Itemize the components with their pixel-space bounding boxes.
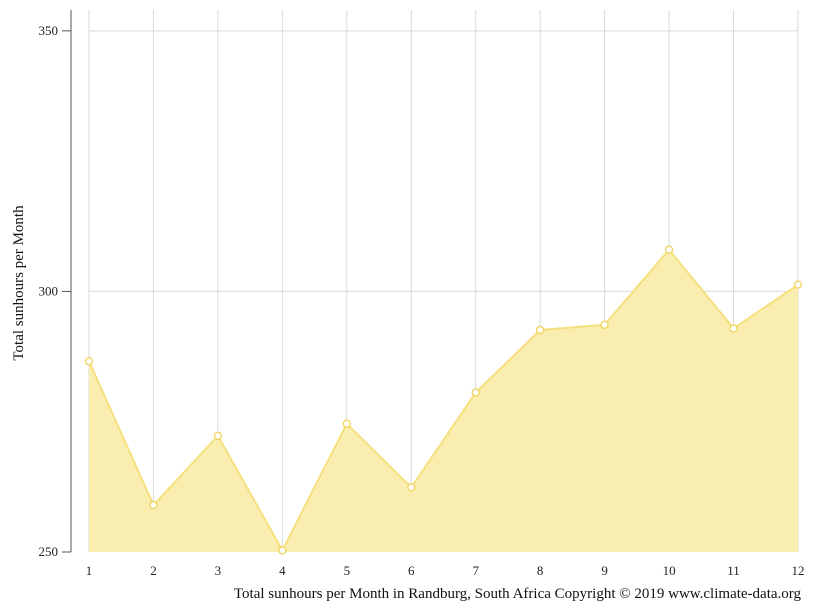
x-tick-label: 8 bbox=[537, 563, 544, 578]
data-point bbox=[149, 500, 158, 510]
data-point bbox=[407, 483, 416, 492]
y-tick-label: 350 bbox=[39, 23, 59, 38]
data-point bbox=[278, 546, 287, 555]
x-tick-label: 5 bbox=[344, 563, 351, 578]
data-markers bbox=[84, 245, 803, 555]
data-point bbox=[729, 324, 738, 333]
data-point bbox=[342, 419, 351, 428]
data-point bbox=[84, 357, 94, 366]
x-tick-label: 12 bbox=[792, 563, 805, 578]
x-tick-label: 10 bbox=[663, 563, 676, 578]
x-tick-label: 1 bbox=[86, 563, 93, 578]
data-point bbox=[600, 320, 609, 329]
x-tick-label: 11 bbox=[727, 563, 740, 578]
y-tick-label: 300 bbox=[39, 283, 59, 298]
data-point bbox=[536, 325, 545, 335]
x-tick-label: 6 bbox=[408, 563, 415, 578]
chart-footer: Total sunhours per Month in Randburg, So… bbox=[234, 586, 802, 602]
x-tick-label: 7 bbox=[472, 563, 479, 578]
data-point bbox=[213, 431, 223, 440]
series-area bbox=[88, 248, 799, 553]
axes bbox=[62, 10, 72, 553]
data-point bbox=[793, 280, 803, 289]
x-tick-label: 3 bbox=[215, 563, 222, 578]
data-point bbox=[664, 245, 674, 254]
x-tick-label: 9 bbox=[601, 563, 608, 578]
x-tick-label: 2 bbox=[150, 563, 157, 578]
y-axis-title: Total sunhours per Month bbox=[11, 205, 27, 361]
data-point bbox=[471, 388, 480, 397]
series-line bbox=[88, 248, 799, 553]
x-tick-label: 4 bbox=[279, 563, 286, 578]
y-tick-label: 250 bbox=[39, 544, 59, 559]
area-fill bbox=[89, 249, 798, 552]
